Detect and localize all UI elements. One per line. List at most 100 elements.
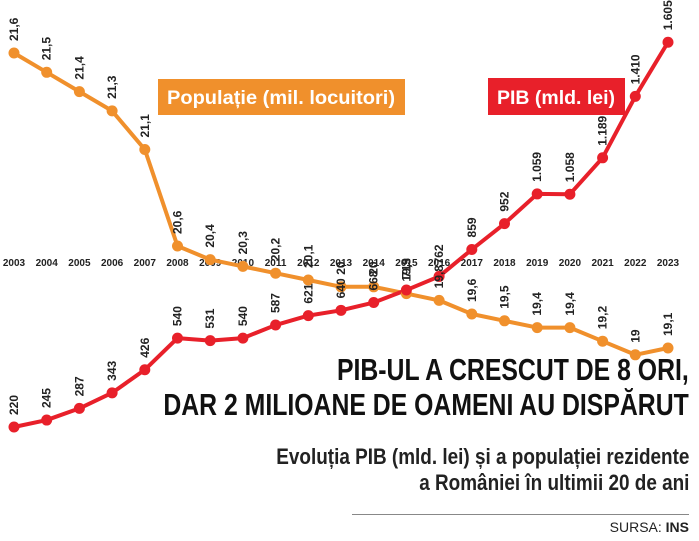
gdp-point [531, 188, 543, 200]
headline: PIB-UL A CRESCUT DE 8 ORI, DAR 2 MILIOAN… [164, 352, 689, 422]
gdp-point [73, 402, 85, 414]
source-credit: SURSA: INS [610, 519, 689, 535]
gdp-value-label: 762 [432, 244, 446, 264]
gdp-point [597, 152, 609, 164]
gdp-value-label: 952 [498, 191, 512, 211]
gdp-point [270, 319, 282, 331]
subtitle-line-1: Evoluția PIB (mld. lei) și a populației … [275, 444, 689, 469]
population-value-label: 21,1 [138, 114, 152, 138]
gdp-value-label: 713 [399, 258, 413, 278]
year-label: 2011 [265, 258, 287, 269]
gdp-value-label: 668 [367, 270, 381, 290]
year-label: 2017 [461, 258, 484, 269]
headline-line-1: PIB-UL A CRESCUT DE 8 ORI, [337, 352, 689, 387]
population-point [531, 322, 543, 334]
population-value-label: 21,4 [72, 56, 86, 80]
gdp-value-label: 426 [138, 337, 152, 357]
population-value-label: 20,1 [301, 244, 315, 268]
population-value-label: 21,5 [40, 37, 54, 61]
year-label: 2023 [657, 258, 680, 269]
gdp-point [106, 387, 118, 399]
population-value-label: 19,4 [563, 292, 577, 316]
population-value-label: 19,6 [465, 278, 479, 302]
population-point [106, 105, 118, 117]
data-labels: 21,6 21,5 21,4 21,3 21,1 20,6 20,4 20,3 20,2 20,1… [7, 0, 675, 415]
gdp-point [662, 36, 674, 48]
gdp-point [8, 421, 20, 433]
population-point [139, 144, 151, 155]
year-label: 2018 [493, 258, 516, 269]
year-label: 2020 [559, 258, 582, 269]
population-point [433, 294, 445, 306]
population-point [662, 342, 674, 354]
gdp-point [499, 218, 510, 230]
population-value-label: 19,4 [530, 292, 544, 316]
population-value-label: 20,6 [171, 210, 185, 234]
population-legend-box [158, 79, 405, 115]
population-value-label: 20 [367, 261, 381, 275]
year-label: 2014 [363, 258, 386, 269]
population-point [466, 308, 478, 320]
population-point [499, 315, 510, 327]
gdp-value-label: 540 [171, 306, 185, 326]
gdp-point [368, 297, 380, 309]
year-label: 2008 [166, 258, 189, 269]
gdp-point [41, 414, 53, 426]
population-point [73, 86, 85, 98]
population-point [629, 349, 641, 361]
legend: Populație (mil. locuitori) PIB (mld. lei) [158, 78, 625, 115]
gdp-value-label: 245 [40, 388, 54, 408]
gdp-value-label: 540 [236, 306, 250, 326]
gdp-value-label: 220 [7, 395, 21, 415]
year-label: 2019 [526, 258, 549, 269]
gdp-point [400, 284, 412, 296]
gdp-value-label: 343 [105, 360, 119, 380]
population-value-label: 19,8 [432, 265, 446, 289]
gdp-value-label: 621 [301, 283, 315, 303]
gdp-value-label: 1.410 [628, 54, 642, 84]
population-legend-label: Populație (mil. locuitori) [167, 88, 395, 109]
gdp-point [629, 90, 641, 102]
year-label: 2007 [134, 258, 157, 269]
gdp-value-label: 859 [465, 217, 479, 237]
population-value-label: 21,6 [7, 17, 21, 41]
gdp-value-label: 1.059 [530, 152, 544, 182]
population-value-label: 20,2 [269, 238, 283, 262]
gdp-point [139, 364, 151, 376]
subtitle: Evoluția PIB (mld. lei) și a populației … [276, 444, 689, 496]
gdp-value-label: 287 [72, 376, 86, 396]
source-name: INS [665, 519, 689, 535]
gdp-value-label: 1.189 [596, 115, 610, 145]
gdp-point [433, 270, 445, 282]
population-value-label: 19,2 [596, 306, 610, 330]
gdp-value-label: 531 [203, 308, 217, 328]
gdp-value-label: 587 [269, 293, 283, 313]
population-point [204, 254, 216, 266]
year-label: 2016 [428, 258, 451, 269]
year-label: 2005 [68, 258, 91, 269]
population-point [270, 267, 282, 279]
population-point [8, 47, 20, 59]
year-label: 2004 [36, 258, 59, 269]
subtitle-line-2: a României în ultimii 20 de ani [418, 470, 689, 495]
population-point [172, 240, 183, 252]
population-point [597, 335, 609, 347]
gdp-point [335, 304, 347, 316]
source-divider [352, 514, 689, 515]
year-label: 2022 [624, 258, 647, 269]
population-point [335, 281, 347, 293]
gdp-value-label: 1.058 [563, 152, 577, 182]
gdp-point [302, 310, 314, 322]
population-value-label: 19,9 [399, 258, 413, 282]
gdp-point [237, 332, 249, 344]
gdp-legend-box [488, 78, 625, 115]
series-points [8, 36, 674, 433]
gdp-point [204, 335, 216, 347]
population-value-label: 20,4 [203, 224, 217, 248]
year-label: 2003 [3, 258, 26, 269]
gdp-point [466, 243, 478, 255]
year-label: 2006 [101, 258, 124, 269]
year-label: 2013 [330, 258, 353, 269]
population-point [237, 260, 249, 272]
